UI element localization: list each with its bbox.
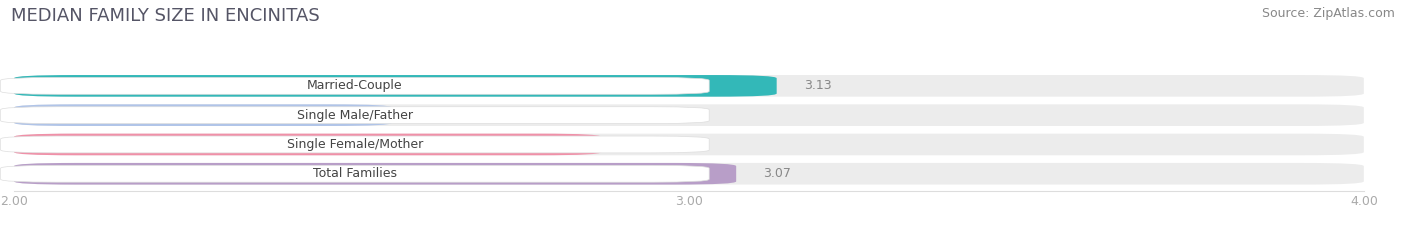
Text: 2.87: 2.87 (628, 138, 657, 151)
FancyBboxPatch shape (0, 136, 709, 153)
Text: 3.13: 3.13 (804, 79, 831, 92)
FancyBboxPatch shape (14, 163, 737, 185)
Text: Single Female/Mother: Single Female/Mother (287, 138, 423, 151)
Text: Total Families: Total Families (314, 167, 396, 180)
FancyBboxPatch shape (14, 104, 392, 126)
FancyBboxPatch shape (14, 75, 1364, 97)
Text: MEDIAN FAMILY SIZE IN ENCINITAS: MEDIAN FAMILY SIZE IN ENCINITAS (11, 7, 321, 25)
FancyBboxPatch shape (0, 107, 709, 123)
FancyBboxPatch shape (0, 77, 709, 94)
FancyBboxPatch shape (0, 165, 709, 182)
Text: 3.07: 3.07 (763, 167, 792, 180)
FancyBboxPatch shape (14, 134, 602, 155)
Text: Single Male/Father: Single Male/Father (297, 109, 413, 122)
FancyBboxPatch shape (14, 163, 1364, 185)
Text: 2.56: 2.56 (419, 109, 447, 122)
FancyBboxPatch shape (14, 75, 776, 97)
FancyBboxPatch shape (14, 134, 1364, 155)
FancyBboxPatch shape (14, 104, 1364, 126)
Text: Source: ZipAtlas.com: Source: ZipAtlas.com (1261, 7, 1395, 20)
Text: Married-Couple: Married-Couple (307, 79, 402, 92)
